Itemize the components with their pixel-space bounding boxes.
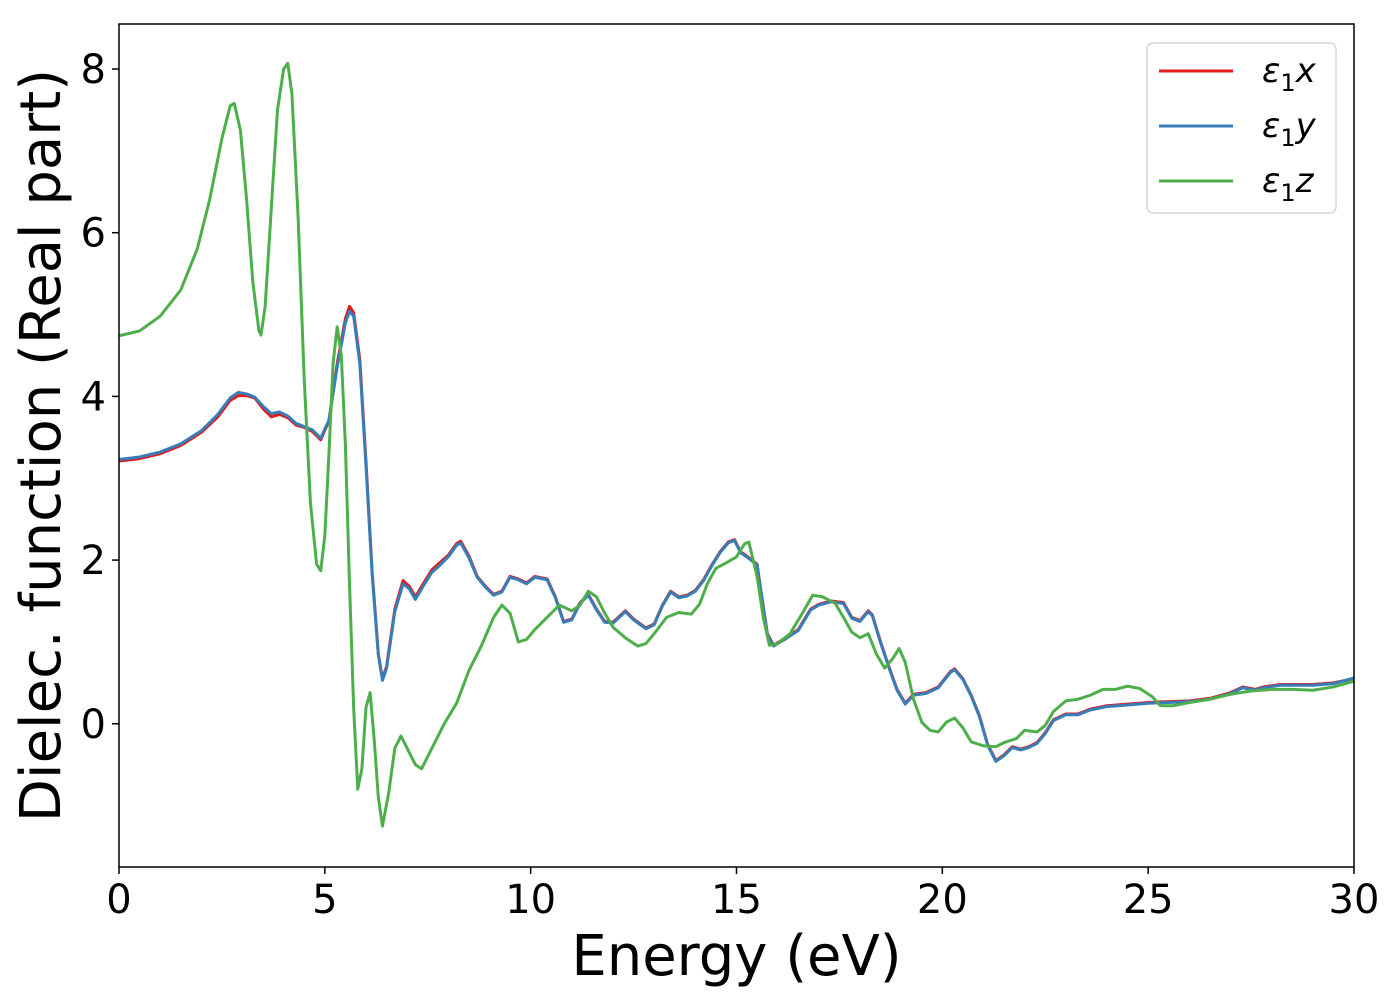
series-line-y — [119, 309, 1354, 763]
x-tick-label: 20 — [917, 877, 968, 923]
x-tick-label: 15 — [711, 877, 762, 923]
y-tick-label: 8 — [81, 47, 106, 93]
y-tick-label: 0 — [81, 702, 106, 748]
ticks-layer: 0 5 10 15 20 25 30 0 2 4 6 8 — [81, 47, 1380, 923]
y-tick-label: 6 — [81, 211, 106, 257]
x-tick-label: 10 — [505, 877, 556, 923]
x-tick-label: 25 — [1123, 877, 1174, 923]
y-tick-label: 4 — [81, 374, 106, 420]
y-axis-title: Dielec. function (Real part) — [9, 69, 74, 822]
legend-label-y: ε1y — [1262, 106, 1317, 152]
legend: ε1x ε1y ε1z — [1146, 42, 1337, 214]
legend-label-x: ε1x — [1262, 51, 1317, 97]
x-tick-label: 0 — [106, 877, 131, 923]
legend-label-z: ε1z — [1262, 161, 1315, 207]
x-axis-title: Energy (eV) — [571, 924, 901, 989]
x-tick-label: 30 — [1329, 877, 1380, 923]
x-tick-label: 5 — [312, 877, 337, 923]
series-line-z — [119, 61, 1354, 828]
y-tick-label: 2 — [81, 538, 106, 584]
legend-box — [1146, 42, 1337, 214]
series-layer — [119, 61, 1354, 828]
